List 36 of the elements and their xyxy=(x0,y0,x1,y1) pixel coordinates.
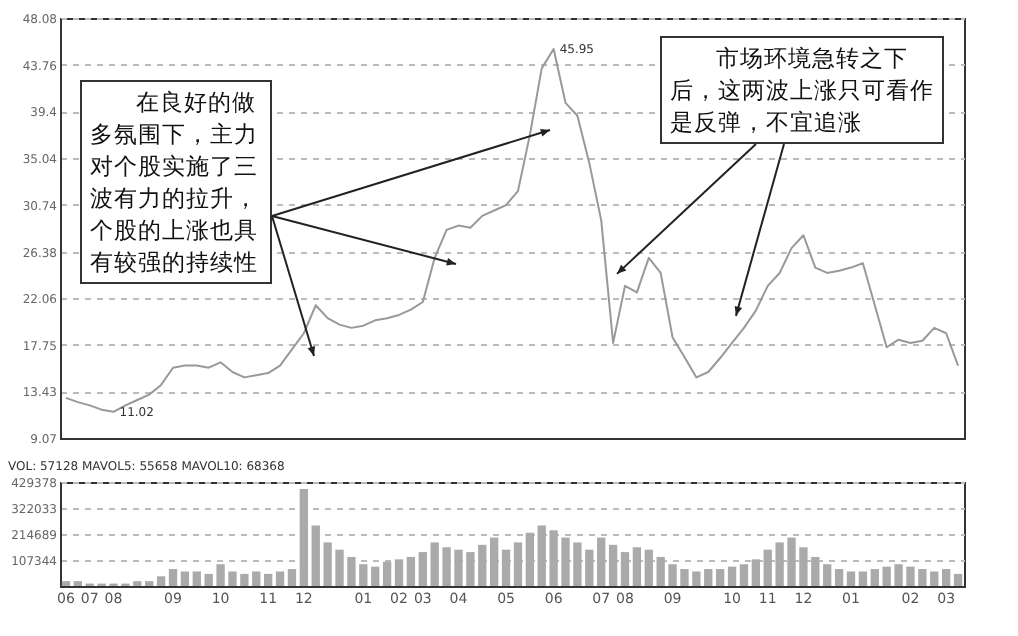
bar xyxy=(727,566,737,586)
bar xyxy=(275,571,285,586)
bar xyxy=(715,569,725,586)
bar xyxy=(834,569,844,586)
bar xyxy=(525,532,535,586)
bar xyxy=(608,544,618,586)
bar xyxy=(287,569,297,586)
bar xyxy=(620,552,630,586)
annotation: 在良好的做多氛围下，主力对个股实施了三波有力的拉升，个股的上涨也具有较强的持续性 xyxy=(80,80,272,284)
line-series xyxy=(64,48,960,413)
annotation: 市场环境急转之下后，这两波上涨只可看作是反弹，不宜追涨 xyxy=(660,36,944,144)
bar xyxy=(394,559,404,586)
bar xyxy=(846,571,856,586)
bar xyxy=(382,561,392,586)
bar xyxy=(371,566,380,586)
bar xyxy=(418,552,427,586)
bar xyxy=(489,537,499,586)
bar xyxy=(644,549,653,586)
bar xyxy=(751,559,761,586)
bar xyxy=(263,573,273,586)
bar xyxy=(406,556,416,586)
bar xyxy=(513,542,523,586)
bar xyxy=(953,573,963,586)
bar xyxy=(632,547,642,586)
bar xyxy=(597,537,606,586)
bar xyxy=(501,549,511,586)
bar xyxy=(739,564,749,586)
bar xyxy=(870,569,879,586)
bar xyxy=(299,489,309,586)
bar xyxy=(168,569,178,586)
bar xyxy=(858,571,868,586)
bar xyxy=(823,564,832,586)
bar xyxy=(156,576,166,586)
bar xyxy=(941,569,951,586)
bar xyxy=(180,571,190,586)
bar xyxy=(192,571,201,586)
